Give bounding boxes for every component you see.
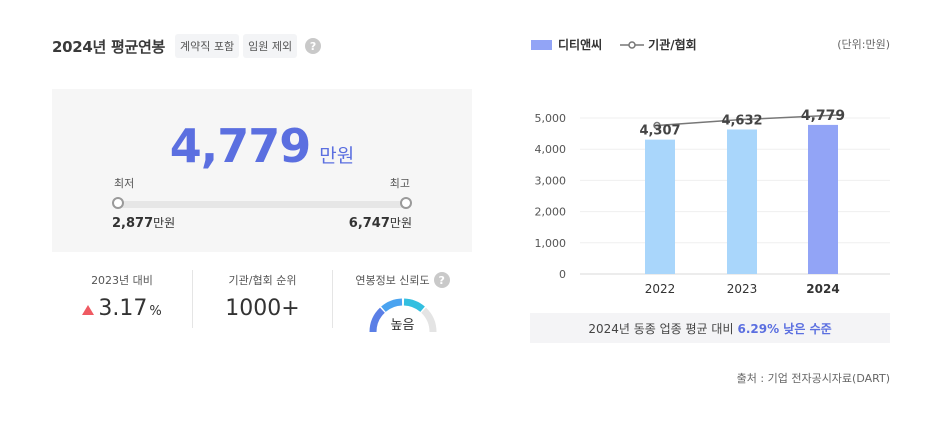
range-max-label: 최고 (389, 177, 410, 190)
range-min-value: 2,877만원 (112, 216, 176, 231)
executives-excluded-chip: 임원 제외 (243, 34, 298, 58)
yoy-unit: % (149, 304, 162, 319)
range-min-label: 최저 (114, 177, 135, 190)
bar (645, 139, 675, 274)
industry-line (656, 114, 842, 127)
x-tick-label: 2022 (645, 282, 676, 296)
reliability-label-row: 연봉정보 신뢰도 ? (333, 272, 472, 288)
y-tick-label: 1,000 (535, 237, 567, 250)
reliability-gauge: 높음 (366, 294, 440, 334)
average-salary-value: 4,779 (169, 119, 312, 173)
rank-value: 1000+ (225, 296, 300, 321)
page-title: 2024년 평균연봉 (52, 37, 165, 56)
comparison-highlight: 6.29% 낮은 수준 (737, 321, 832, 336)
yoy-label: 2023년 대비 (91, 274, 153, 287)
y-tick-label: 5,000 (535, 112, 567, 125)
yoy-value: 3.17 (98, 296, 148, 321)
bar-value-label: 4,779 (801, 108, 845, 124)
rank-label: 기관/협회 순위 (228, 274, 297, 287)
unit-note: (단위:만원) (837, 38, 890, 51)
industry-comparison: 2024년 동종 업종 평균 대비 6.29% 낮은 수준 (530, 313, 890, 343)
data-source: 출처 : 기업 전자공시자료(DART) (736, 372, 890, 385)
chart-legend: 디티앤씨 기관/협회 (531, 36, 715, 53)
average-salary-panel: 4,779 만원 최저 최고 2,877만원 6,747만원 (52, 89, 472, 252)
bar (727, 129, 757, 274)
salary-bar-chart: 0 1,000 2,000 3,000 4,000 5,000 2022 2023 2024 4,… (535, 108, 890, 296)
average-salary-unit: 만원 (319, 145, 355, 167)
range-max-value: 6,747만원 (348, 216, 412, 231)
bar-value-label: 4,632 (721, 113, 762, 128)
reliability-stat: 연봉정보 신뢰도 ? 높음 (332, 270, 472, 333)
bar (808, 124, 838, 274)
gauge-arc-icon (369, 298, 436, 333)
range-max-knob (400, 197, 412, 209)
increase-triangle-icon (82, 305, 95, 315)
rank-stat: 기관/협회 순위 1000+ (192, 270, 332, 328)
industry-legend-line-icon (620, 40, 645, 49)
salary-header: 2024년 평균연봉 계약직 포함 임원 제외 ? (52, 34, 322, 58)
comparison-text: 2024년 동종 업종 평균 대비 (588, 321, 734, 336)
y-tick-label: 3,000 (535, 174, 567, 187)
x-tick-label: 2023 (727, 282, 758, 296)
average-salary: 4,779 만원 (52, 119, 472, 173)
y-tick-label: 2,000 (535, 206, 567, 219)
y-tick-label: 4,000 (535, 143, 567, 156)
reliability-label: 연봉정보 신뢰도 (355, 274, 430, 287)
range-min-knob (112, 197, 124, 209)
salary-range-track (116, 201, 408, 208)
industry-point (653, 121, 661, 130)
company-legend-label: 디티앤씨 (558, 38, 603, 52)
reliability-help-icon[interactable]: ? (433, 272, 450, 288)
reliability-value: 높음 (390, 318, 415, 333)
yoy-stat: 2023년 대비 3.17 % (52, 270, 192, 328)
help-icon[interactable]: ? (305, 38, 322, 54)
company-legend-swatch (531, 39, 552, 50)
contract-included-chip: 계약직 포함 (174, 34, 240, 58)
salary-stats: 2023년 대비 3.17 % 기관/협회 순위 1000+ 연봉정보 신뢰도 … (52, 270, 472, 333)
x-tick-label: 2024 (806, 282, 839, 296)
y-tick-label: 0 (559, 268, 566, 281)
yoy-value-row: 3.17 % (52, 296, 192, 321)
bar-value-label: 4,307 (639, 124, 680, 139)
industry-legend-label: 기관/협회 (648, 38, 697, 52)
